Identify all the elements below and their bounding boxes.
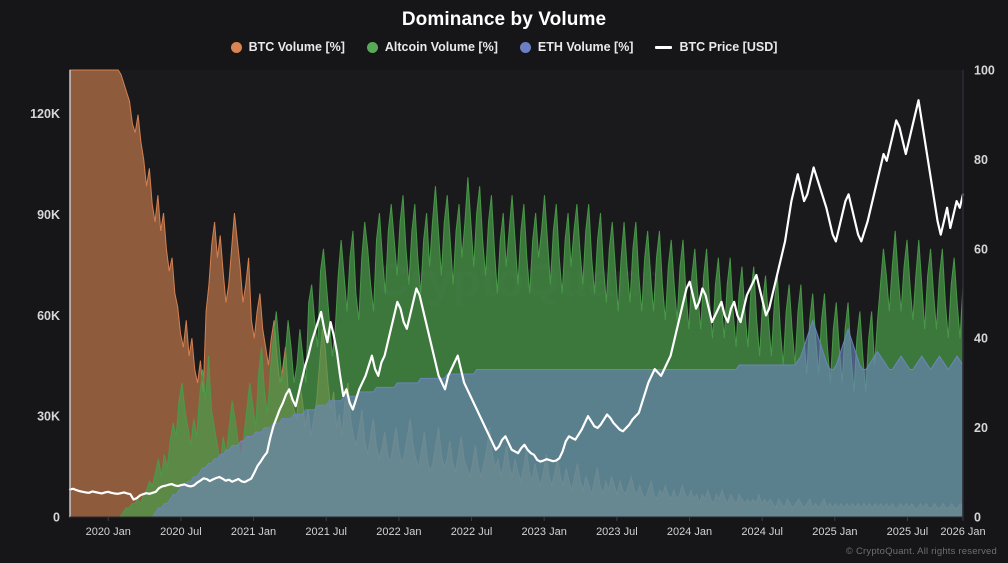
legend-item-label: ETH Volume [%]	[537, 40, 634, 54]
legend-item-label: BTC Volume [%]	[248, 40, 345, 54]
x-axis-tick-label: 2025 Jan	[812, 526, 857, 538]
legend-btc-volume[interactable]: BTC Volume [%]	[230, 40, 345, 54]
right-axis-tick-label: 20	[974, 421, 988, 435]
right-axis-tick-label: 100	[974, 64, 995, 78]
x-axis-tick-label: 2020 Jan	[86, 526, 131, 538]
left-axis-tick-label: 60K	[37, 309, 60, 323]
x-axis-tick-label: 2021 Jul	[305, 526, 347, 538]
copyright-notice: © CryptoQuant. All rights reserved	[845, 546, 997, 557]
x-axis-tick-label: 2022 Jul	[451, 526, 493, 538]
legend-btc-price[interactable]: BTC Price [USD]	[655, 40, 777, 54]
left-axis-tick-label: 90K	[37, 208, 60, 222]
chart-legend: BTC Volume [%] Altcoin Volume [%] ETH Volu…	[0, 40, 1008, 54]
x-axis-tick-label: 2023 Jul	[596, 526, 638, 538]
x-axis-tick-label: 2020 Jul	[160, 526, 202, 538]
series-line-btc-price	[68, 99, 965, 501]
left-axis-tick-label: 120K	[30, 107, 60, 121]
right-axis-tick-label: 60	[974, 242, 988, 256]
legend-dot-marker	[519, 41, 531, 53]
right-axis-tick-label: 40	[974, 332, 988, 346]
x-axis-tick-label: 2022 Jan	[376, 526, 421, 538]
x-axis-tick-label: 2026 Jan	[940, 526, 985, 538]
legend-item-label: Altcoin Volume [%]	[384, 40, 498, 54]
legend-item-label: BTC Price [USD]	[679, 40, 778, 54]
page-title: Dominance by Volume	[401, 9, 607, 30]
legend-dot-marker	[366, 41, 378, 53]
x-axis-tick-label: 2024 Jan	[667, 526, 712, 538]
x-axis-tick-label: 2021 Jan	[231, 526, 276, 538]
right-axis-tick-label: 80	[974, 153, 988, 167]
legend-altcoin-volume[interactable]: Altcoin Volume [%]	[366, 40, 498, 54]
x-axis-tick-label: 2024 Jul	[741, 526, 783, 538]
x-axis-tick-label: 2025 Jul	[887, 526, 929, 538]
legend-line-marker	[655, 45, 673, 49]
left-axis-tick-label: 30K	[37, 410, 60, 424]
x-axis-tick-label: 2023 Jan	[522, 526, 567, 538]
series-area-eth	[70, 318, 964, 518]
legend-dot-marker	[230, 41, 242, 53]
right-axis-tick-label: 0	[974, 511, 981, 525]
left-axis-tick-label: 0	[53, 511, 60, 525]
legend-eth-volume[interactable]: ETH Volume [%]	[519, 40, 634, 54]
